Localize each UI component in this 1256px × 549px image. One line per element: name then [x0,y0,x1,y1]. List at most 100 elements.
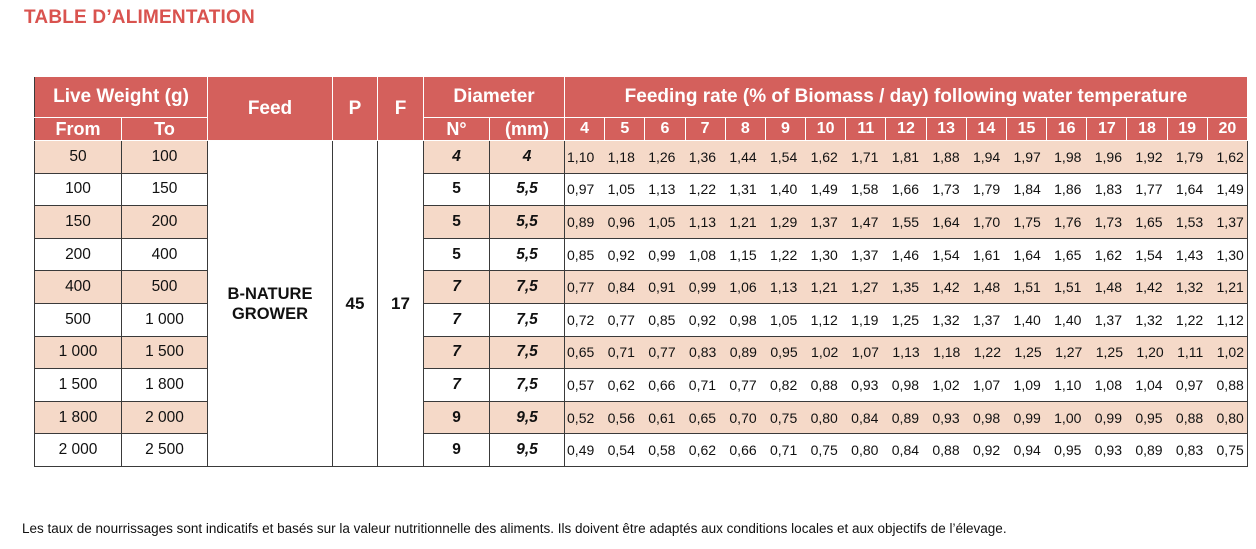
header-temp-16: 16 [1046,118,1086,140]
rate-value: 1,62 [1216,148,1244,165]
temperature-header-row: 4 5 6 7 8 9 10 11 12 13 14 15 16 17 18 19 20 [566,118,1247,140]
header-temperatures: 4 5 6 7 8 9 10 11 12 13 14 15 16 17 18 19 20 [564,117,1248,141]
rate-value: 1,27 [1055,344,1083,361]
rate-value: 0,49 [567,442,595,459]
table-row: 1 800 2 000 9 9,5 0,52 0,56 0,61 0,65 0,70 0,75 0,… [34,400,1248,435]
diameter-mm: 7,5 [488,302,566,337]
rate-value: 0,97 [567,181,595,198]
rate-value: 1,12 [810,311,838,328]
weight-to: 500 [121,270,208,304]
page-title: TABLE D’ALIMENTATION [24,7,255,28]
rates-row: 0,65 0,71 0,77 0,83 0,89 0,95 1,02 1,07 1,13 1,18… [566,337,1247,368]
rate-value: 0,98 [891,376,920,393]
rate-value: 0,62 [688,442,717,459]
rate-value: 1,02 [932,376,960,393]
rate-value: 0,88 [1216,376,1244,393]
rate-value: 0,83 [689,344,717,361]
rate-value: 0,88 [1175,409,1204,426]
rate-value: 1,21 [1216,279,1244,296]
rate-value: 0,88 [810,376,838,393]
rate-value: 1,51 [1013,279,1041,296]
rate-value: 0,85 [648,311,676,328]
header-temp-20: 20 [1206,118,1247,140]
header-temp-17: 17 [1086,118,1126,140]
rates-row: 0,49 0,54 0,58 0,62 0,66 0,71 0,75 0,80 0,84 0,88… [566,435,1247,466]
rate-value: 1,65 [1054,246,1082,263]
header-temp-5: 5 [604,118,644,140]
rate-value: 1,58 [851,181,879,198]
diameter-mm: 9,5 [488,400,566,435]
header-temp-8: 8 [724,118,765,140]
rate-value: 1,25 [1095,344,1123,361]
rate-value: 0,89 [729,344,757,361]
rate-value: 1,13 [892,344,920,361]
feeding-rates: 0,72 0,77 0,85 0,92 0,98 1,05 1,12 1,19 1,25 1,32… [564,302,1248,337]
rate-value: 1,36 [688,148,717,165]
rate-value: 1,75 [1013,213,1041,230]
rate-value: 1,53 [1175,213,1204,230]
rate-value: 0,66 [648,376,676,393]
rate-value: 0,77 [648,344,676,361]
table-row: 200 400 5 5,5 0,85 0,92 0,99 1,08 1,15 1,22 1,30 1,… [34,237,1248,272]
rate-value: 1,42 [932,279,960,296]
feeding-rates: 0,97 1,05 1,13 1,22 1,31 1,40 1,49 1,58 1,66 1,73… [564,172,1248,207]
rate-value: 1,84 [1013,181,1041,198]
rate-value: 0,54 [607,442,635,459]
rate-value: 0,70 [729,409,757,426]
feeding-rates: 0,85 0,92 0,99 1,08 1,15 1,22 1,30 1,37 1,46 1,54… [564,237,1248,272]
rate-value: 1,86 [1054,181,1082,198]
rate-value: 1,29 [769,213,798,230]
rate-value: 1,73 [932,181,960,198]
rate-value: 0,84 [891,442,920,459]
weight-from: 2 000 [34,433,122,467]
rate-value: 1,40 [769,181,798,198]
diameter-mm: 4 [488,140,566,174]
rates-row: 1,10 1,18 1,26 1,36 1,44 1,54 1,62 1,71 1,81 1,88… [566,141,1247,172]
rate-value: 1,35 [891,279,920,296]
diameter-no: 9 [423,433,490,467]
rate-value: 1,09 [1013,376,1041,393]
rate-value: 0,89 [1135,442,1163,459]
table-row: 1 500 1 800 7 7,5 0,57 0,62 0,66 0,71 0,77 0,82 0,… [34,368,1248,402]
weight-to: 100 [121,140,208,174]
header-f: F [377,76,424,141]
weight-to: 200 [121,205,208,239]
rate-value: 1,81 [891,148,920,165]
rate-value: 1,10 [567,148,595,165]
rate-value: 0,99 [1013,409,1041,426]
feeding-rates: 1,10 1,18 1,26 1,36 1,44 1,54 1,62 1,71 1,81 1,88… [564,140,1248,174]
header-temp-6: 6 [644,118,684,140]
table-row: 2 000 2 500 9 9,5 0,49 0,54 0,58 0,62 0,66 0,71 0,… [34,433,1248,467]
rate-value: 1,54 [932,246,960,263]
table-row: 150 200 5 5,5 0,89 0,96 1,05 1,13 1,21 1,29 1,37 1,… [34,205,1248,239]
rate-value: 1,76 [1054,213,1082,230]
rate-value: 1,37 [972,311,1001,328]
rate-value: 0,58 [648,442,676,459]
rate-value: 1,05 [769,311,798,328]
rate-value: 1,07 [851,344,879,361]
rate-value: 1,43 [1175,246,1204,263]
rate-value: 1,77 [1135,181,1163,198]
feeding-rates: 0,52 0,56 0,61 0,65 0,70 0,75 0,80 0,84 0,89 0,93… [564,400,1248,435]
rate-value: 1,61 [972,246,1001,263]
diameter-no: 5 [423,172,490,207]
rate-value: 0,89 [567,213,595,230]
rate-value: 0,77 [729,376,757,393]
weight-from: 100 [34,172,122,207]
rate-value: 0,85 [567,246,595,263]
rate-value: 1,21 [810,279,838,296]
rate-value: 0,80 [851,442,879,459]
weight-from: 400 [34,270,122,304]
feeding-rates: 0,89 0,96 1,05 1,13 1,21 1,29 1,37 1,47 1,55 1,64… [564,205,1248,239]
rate-value: 1,20 [1136,344,1164,361]
rate-value: 1,05 [648,213,676,230]
weight-to: 150 [121,172,208,207]
rate-value: 1,26 [648,148,676,165]
rate-value: 1,07 [972,376,1001,393]
header-mm: (mm) [488,117,566,141]
feeding-table: Live Weight (g) Feed P F Diameter Feedin… [34,76,1248,467]
rates-row: 0,72 0,77 0,85 0,92 0,98 1,05 1,12 1,19 1,25 1,32… [566,304,1247,335]
rate-value: 1,73 [1094,213,1122,230]
rate-value: 0,96 [607,213,635,230]
rate-value: 1,97 [1013,148,1041,165]
